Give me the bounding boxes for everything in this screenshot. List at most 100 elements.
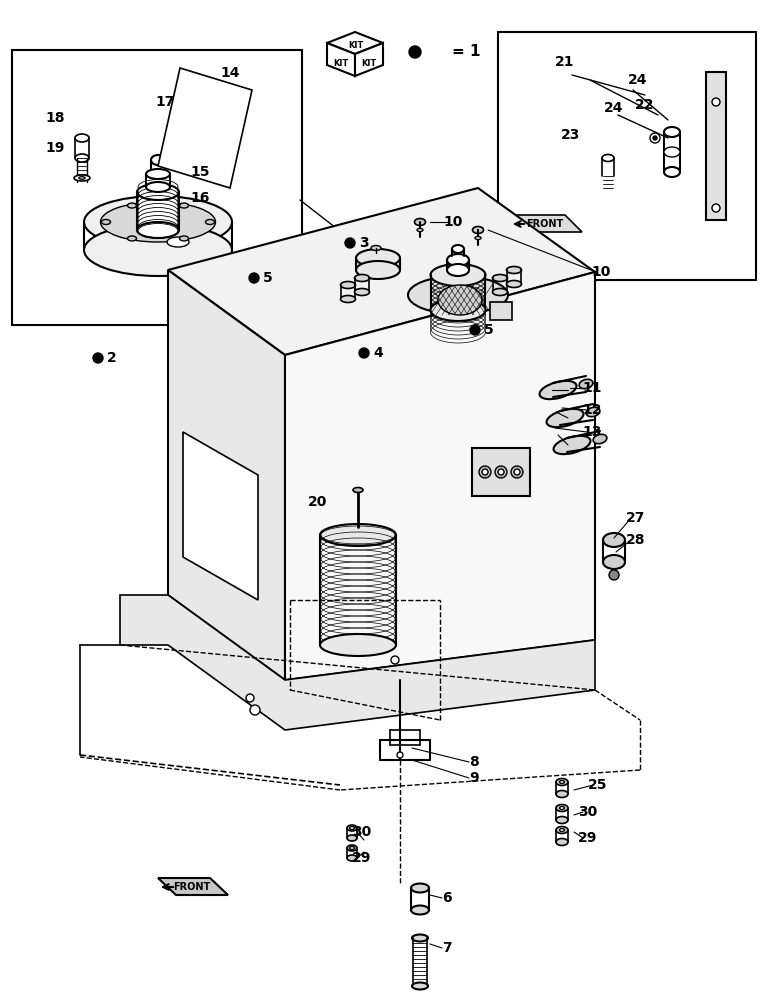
Ellipse shape (411, 884, 429, 892)
Ellipse shape (492, 288, 508, 296)
Ellipse shape (167, 237, 189, 247)
Text: 22: 22 (635, 98, 655, 112)
Text: = 1: = 1 (452, 44, 480, 60)
Text: 29: 29 (353, 851, 372, 865)
Polygon shape (158, 68, 252, 188)
Ellipse shape (414, 219, 426, 226)
Ellipse shape (179, 203, 188, 208)
Text: KIT: KIT (334, 60, 349, 68)
Ellipse shape (664, 127, 680, 137)
Circle shape (246, 694, 254, 702)
Ellipse shape (84, 196, 232, 248)
Ellipse shape (593, 434, 607, 444)
Polygon shape (183, 432, 258, 600)
Ellipse shape (556, 790, 568, 798)
Ellipse shape (138, 180, 178, 194)
Text: 16: 16 (190, 191, 210, 205)
Ellipse shape (138, 200, 178, 215)
Ellipse shape (320, 524, 396, 546)
Text: 24: 24 (604, 101, 624, 115)
Ellipse shape (347, 845, 357, 851)
Text: 6: 6 (442, 891, 451, 905)
Ellipse shape (84, 224, 232, 276)
Polygon shape (510, 215, 582, 232)
Ellipse shape (356, 261, 400, 279)
Ellipse shape (603, 555, 625, 569)
Ellipse shape (75, 134, 89, 142)
Ellipse shape (559, 780, 565, 784)
Text: 29: 29 (578, 831, 597, 845)
Text: 27: 27 (626, 511, 646, 525)
Circle shape (609, 570, 619, 580)
Ellipse shape (138, 212, 178, 227)
Text: 5: 5 (484, 323, 494, 337)
Bar (706, 72, 726, 220)
Ellipse shape (340, 296, 356, 302)
Circle shape (498, 469, 504, 475)
Text: 28: 28 (626, 533, 646, 547)
Text: 2: 2 (107, 351, 117, 365)
Ellipse shape (128, 236, 137, 241)
Ellipse shape (664, 147, 680, 157)
Ellipse shape (75, 154, 89, 162)
Ellipse shape (79, 177, 85, 179)
Ellipse shape (412, 934, 428, 942)
Ellipse shape (546, 409, 584, 427)
Ellipse shape (138, 204, 178, 219)
Text: 15: 15 (190, 165, 210, 179)
Ellipse shape (371, 245, 381, 250)
Ellipse shape (473, 227, 483, 233)
Text: 3: 3 (359, 236, 369, 250)
Ellipse shape (430, 264, 486, 286)
Circle shape (359, 348, 369, 358)
Ellipse shape (586, 407, 600, 417)
Text: 30: 30 (578, 805, 597, 819)
Ellipse shape (411, 906, 429, 914)
Text: 17: 17 (155, 95, 175, 109)
Text: 13: 13 (582, 425, 602, 439)
Text: 9: 9 (469, 771, 479, 785)
Ellipse shape (430, 299, 486, 321)
Text: 23: 23 (562, 128, 581, 142)
Text: 30: 30 (353, 825, 372, 839)
Circle shape (712, 98, 720, 106)
Ellipse shape (138, 184, 178, 198)
Text: 7: 7 (442, 941, 451, 955)
Ellipse shape (146, 182, 170, 192)
Ellipse shape (603, 533, 625, 547)
Polygon shape (158, 878, 228, 895)
Text: 14: 14 (220, 66, 239, 80)
Circle shape (470, 325, 480, 335)
Text: 19: 19 (46, 141, 65, 155)
Ellipse shape (350, 846, 354, 850)
Text: 18: 18 (46, 111, 65, 125)
Bar (12, 50, 302, 325)
Ellipse shape (559, 806, 565, 810)
Ellipse shape (417, 229, 423, 232)
Ellipse shape (540, 381, 577, 399)
Polygon shape (285, 272, 595, 680)
Ellipse shape (340, 282, 356, 288)
Ellipse shape (146, 169, 170, 179)
Ellipse shape (579, 379, 593, 389)
Ellipse shape (353, 488, 363, 492)
Circle shape (479, 466, 491, 478)
Ellipse shape (356, 249, 400, 267)
Circle shape (482, 469, 488, 475)
Polygon shape (168, 188, 595, 355)
Text: 21: 21 (556, 55, 575, 69)
Ellipse shape (138, 220, 178, 234)
Ellipse shape (556, 778, 568, 786)
Polygon shape (120, 595, 595, 730)
Ellipse shape (553, 436, 591, 454)
Text: 25: 25 (588, 778, 608, 792)
Polygon shape (168, 270, 285, 680)
Text: FRONT: FRONT (173, 882, 211, 892)
Text: KIT: KIT (348, 40, 363, 49)
Ellipse shape (475, 236, 481, 239)
Ellipse shape (100, 202, 216, 242)
Ellipse shape (138, 208, 178, 223)
Ellipse shape (320, 634, 396, 656)
Circle shape (397, 752, 403, 758)
Circle shape (93, 353, 103, 363)
